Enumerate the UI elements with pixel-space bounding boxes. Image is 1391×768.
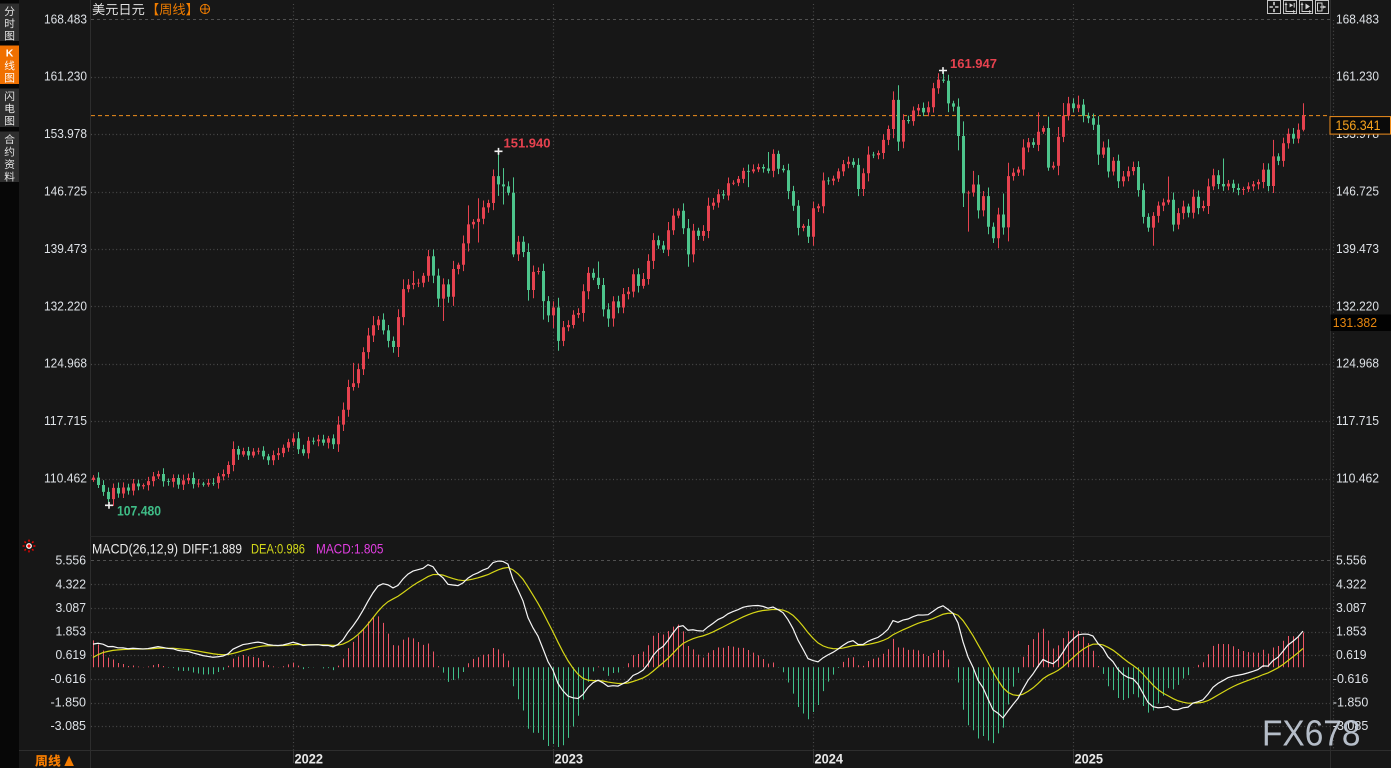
svg-text:153.978: 153.978 <box>44 126 87 141</box>
svg-text:2024: 2024 <box>815 751 844 767</box>
svg-text:124.968: 124.968 <box>1336 356 1379 371</box>
svg-text:MACD:1.805: MACD:1.805 <box>316 541 384 557</box>
svg-text:110.462: 110.462 <box>44 471 87 486</box>
svg-text:-3.085: -3.085 <box>51 718 87 733</box>
svg-text:-0.616: -0.616 <box>1333 671 1369 686</box>
svg-text:1.853: 1.853 <box>1336 624 1367 639</box>
svg-text:156.341: 156.341 <box>1336 118 1381 133</box>
svg-text:2022: 2022 <box>295 751 324 767</box>
svg-text:132.220: 132.220 <box>44 298 87 313</box>
svg-text:0.619: 0.619 <box>56 647 87 662</box>
svg-text:MACD(26,12,9): MACD(26,12,9) <box>92 541 178 557</box>
svg-text:K: K <box>6 48 14 60</box>
svg-text:0.619: 0.619 <box>1336 647 1367 662</box>
svg-text:131.382: 131.382 <box>1333 315 1377 330</box>
svg-text:-1.850: -1.850 <box>51 694 87 709</box>
svg-text:139.473: 139.473 <box>44 241 87 256</box>
svg-text:168.483: 168.483 <box>44 11 87 26</box>
svg-text:4.322: 4.322 <box>1336 576 1367 591</box>
svg-text:161.230: 161.230 <box>1336 69 1379 84</box>
svg-text:3.087: 3.087 <box>1336 600 1367 615</box>
svg-text:5.556: 5.556 <box>56 553 87 568</box>
svg-text:117.715: 117.715 <box>1336 413 1379 428</box>
svg-text:3.087: 3.087 <box>56 600 87 615</box>
svg-text:-1.850: -1.850 <box>1333 694 1369 709</box>
svg-text:168.483: 168.483 <box>1336 11 1379 26</box>
svg-text:146.725: 146.725 <box>44 184 87 199</box>
svg-text:-3.085: -3.085 <box>1333 718 1369 733</box>
svg-text:117.715: 117.715 <box>44 413 87 428</box>
svg-text:1.853: 1.853 <box>56 624 87 639</box>
svg-text:132.220: 132.220 <box>1336 298 1379 313</box>
svg-text:4.322: 4.322 <box>56 576 87 591</box>
svg-text:161.947: 161.947 <box>950 56 997 71</box>
svg-text:146.725: 146.725 <box>1336 184 1379 199</box>
svg-text:-0.616: -0.616 <box>51 671 87 686</box>
svg-text:110.462: 110.462 <box>1336 471 1379 486</box>
svg-text:107.480: 107.480 <box>117 503 161 519</box>
svg-text:DIFF:1.889: DIFF:1.889 <box>183 541 243 557</box>
svg-text:161.230: 161.230 <box>44 69 87 84</box>
svg-text:151.940: 151.940 <box>504 136 551 151</box>
svg-text:2025: 2025 <box>1075 751 1104 767</box>
svg-text:DEA:0.986: DEA:0.986 <box>251 541 305 557</box>
svg-text:139.473: 139.473 <box>1336 241 1379 256</box>
svg-text:124.968: 124.968 <box>44 356 87 371</box>
svg-text:2023: 2023 <box>555 751 584 767</box>
svg-text:FX678: FX678 <box>1262 712 1361 753</box>
svg-text:5.556: 5.556 <box>1336 553 1367 568</box>
